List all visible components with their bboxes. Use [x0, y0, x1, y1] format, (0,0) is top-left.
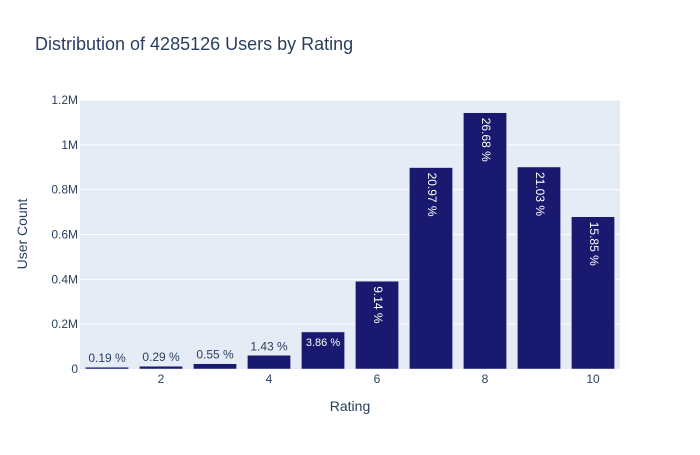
bar-rating-2 [139, 365, 183, 370]
bar-value-label: 0.29 % [142, 350, 180, 364]
y-tick-label: 0 [71, 362, 78, 376]
bar-value-label: 0.55 % [196, 348, 234, 362]
y-tick-label: 1M [61, 138, 78, 152]
bar-value-label: 3.86 % [306, 337, 340, 349]
bars [85, 112, 615, 370]
bar-labels: 0.19 % 0.29 % 0.55 % 1.43 % 3.86 % 9.14 % 20.9… [88, 118, 601, 365]
bar-rating-1 [85, 366, 129, 370]
y-axis-ticks: 0 0.2M 0.4M 0.6M 0.8M 1M 1.2M [51, 93, 78, 376]
bar-value-label: 15.85 % [587, 222, 601, 266]
bar-rating-3 [193, 363, 237, 370]
bar-value-label: 26.68 % [479, 118, 493, 162]
bar-value-label: 1.43 % [250, 339, 288, 353]
gridlines [80, 99, 620, 325]
bar-value-label: 0.19 % [88, 351, 126, 365]
bar-rating-9 [517, 166, 561, 370]
x-tick-label: 10 [586, 372, 600, 386]
bar-value-label: 9.14 % [371, 286, 385, 324]
bar-rating-8 [463, 112, 507, 370]
x-tick-label: 8 [482, 372, 489, 386]
bar-value-label: 21.03 % [533, 172, 547, 216]
y-tick-label: 0.2M [51, 317, 78, 331]
x-tick-label: 2 [158, 372, 165, 386]
y-tick-label: 1.2M [51, 93, 78, 107]
bar-rating-10 [571, 216, 615, 370]
y-axis-title: User Count [14, 198, 30, 269]
x-axis-ticks: 2 4 6 8 10 [158, 372, 600, 386]
x-tick-label: 6 [374, 372, 381, 386]
bar-rating-4 [247, 355, 291, 370]
bar-rating-7 [409, 167, 453, 370]
x-tick-label: 4 [266, 372, 273, 386]
bar-rating-6 [355, 280, 399, 370]
y-tick-label: 0.6M [51, 228, 78, 242]
chart-title: Distribution of 4285126 Users by Rating [35, 34, 353, 54]
bar-rating-5 [301, 331, 345, 370]
y-tick-label: 0.8M [51, 183, 78, 197]
bar-value-label: 20.97 % [425, 173, 439, 217]
x-axis-title: Rating [330, 398, 370, 414]
y-tick-label: 0.4M [51, 272, 78, 286]
